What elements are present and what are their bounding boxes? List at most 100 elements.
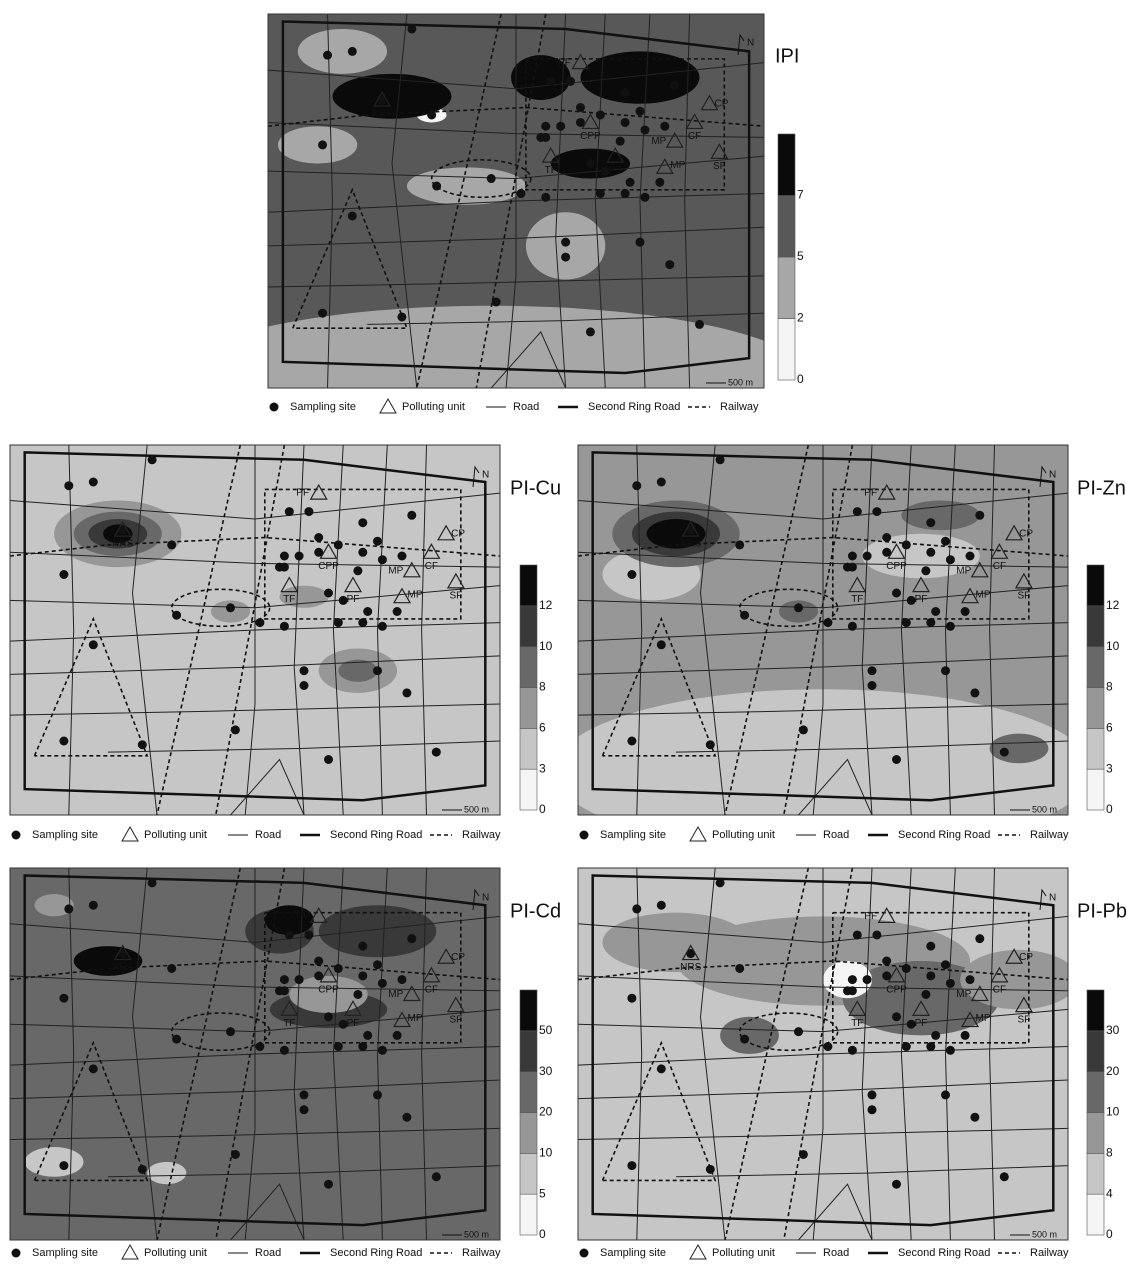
unit-label: MP <box>388 565 403 576</box>
colorbar-tick-label: 2 <box>797 311 804 325</box>
colorbar-tick-label: 20 <box>1106 1064 1120 1078</box>
sampling-site <box>59 994 68 1003</box>
sampling-site <box>541 133 550 142</box>
sampling-site <box>373 960 382 969</box>
contour-zone <box>407 167 526 204</box>
unit-label: PF <box>915 1018 928 1029</box>
unit-label: MP <box>651 136 666 147</box>
colorbar-tick-label: 0 <box>539 1227 546 1241</box>
sampling-site <box>280 563 289 572</box>
sampling-site <box>358 618 367 627</box>
legend-label: Sampling site <box>290 401 356 413</box>
sampling-site <box>946 555 955 564</box>
colorbar-tick-label: 10 <box>1106 1105 1120 1119</box>
sampling-site <box>285 930 294 939</box>
sampling-site <box>926 618 935 627</box>
unit-label: MP <box>976 1013 991 1024</box>
north-label: N <box>1049 470 1056 481</box>
unit-label: SF <box>713 161 726 172</box>
sampling-site <box>794 603 803 612</box>
colorbar-band <box>1087 1031 1104 1072</box>
sampling-site <box>596 110 605 119</box>
sampling-site <box>975 511 984 520</box>
sampling-site <box>516 189 525 198</box>
sampling-site <box>487 174 496 183</box>
sampling-site <box>621 88 630 97</box>
scale-bar-label: 500 m <box>1032 804 1057 814</box>
colorbar-tick-label: 5 <box>539 1186 546 1200</box>
sampling-site <box>358 518 367 527</box>
legend-label: Second Ring Road <box>330 1247 422 1259</box>
sampling-site <box>848 552 857 561</box>
legend-label: Railway <box>462 829 501 841</box>
legend-symbol <box>270 403 279 412</box>
map-panel: NRSPFCPCPPCFMPTFPFMPSF500 mNPI-Cu0368101… <box>10 445 561 841</box>
sampling-site <box>868 666 877 675</box>
unit-label: TF <box>851 1018 863 1029</box>
scale-bar-label: 500 m <box>464 1229 489 1239</box>
sampling-site <box>636 107 645 116</box>
sampling-site <box>348 47 357 56</box>
unit-label: PF <box>347 594 360 605</box>
sampling-site <box>627 1161 636 1170</box>
scale-bar-label: 500 m <box>464 804 489 814</box>
legend-label: Second Ring Road <box>330 829 422 841</box>
sampling-site <box>975 934 984 943</box>
sampling-site <box>735 964 744 973</box>
sampling-site <box>566 77 575 86</box>
sampling-site <box>892 1180 901 1189</box>
colorbar-tick-label: 6 <box>1106 721 1113 735</box>
colorbar-band <box>778 134 795 196</box>
sampling-site <box>334 1042 343 1051</box>
sampling-site <box>706 740 715 749</box>
sampling-site <box>295 975 304 984</box>
sampling-site <box>432 748 441 757</box>
contour-zone <box>990 734 1049 764</box>
panel-title: PI-Cd <box>510 900 561 922</box>
sampling-site <box>89 1064 98 1073</box>
sampling-site <box>280 975 289 984</box>
colorbar-band <box>1087 565 1104 606</box>
colorbar-tick-label: 0 <box>797 372 804 386</box>
unit-label: CPP <box>886 985 907 996</box>
sampling-site <box>295 552 304 561</box>
sampling-site <box>740 611 749 620</box>
sampling-site <box>402 1113 411 1122</box>
sampling-site <box>848 975 857 984</box>
map: NRSPFCPCPPCFMPTFPFMPSF <box>578 868 1078 1240</box>
sampling-site <box>636 238 645 247</box>
north-label: N <box>482 893 489 904</box>
contour-zone <box>901 501 979 531</box>
panel-title: PI-Pb <box>1077 900 1127 922</box>
colorbar-band <box>520 647 537 688</box>
sampling-site <box>1000 748 1009 757</box>
scale-bar-label: 500 m <box>1032 1229 1057 1239</box>
sampling-site <box>280 986 289 995</box>
sampling-site <box>941 960 950 969</box>
sampling-site <box>735 540 744 549</box>
colorbar-band <box>778 196 795 258</box>
unit-label: MP <box>956 565 971 576</box>
sampling-site <box>231 1150 240 1159</box>
map-panel: NRSPFCPCPPCFMPTFPFMPSF500 mNPI-Cd0510203… <box>10 868 561 1259</box>
sampling-site <box>89 640 98 649</box>
north-label: N <box>482 470 489 481</box>
sampling-site <box>318 140 327 149</box>
colorbar-tick-label: 0 <box>1106 1227 1113 1241</box>
colorbar-band <box>778 257 795 319</box>
colorbar-tick-label: 10 <box>539 1146 553 1160</box>
map-panel: NRSPFCPCPPCFMPTFPFMPSF500 mNPI-Zn0368101… <box>554 445 1126 852</box>
north-label: N <box>1049 893 1056 904</box>
sampling-site <box>138 1165 147 1174</box>
unit-label: PF <box>296 911 309 922</box>
colorbar-tick-label: 3 <box>539 761 546 775</box>
unit-label: PF <box>347 1018 360 1029</box>
colorbar-tick-label: 3 <box>1106 761 1113 775</box>
sampling-site <box>64 481 73 490</box>
sampling-site <box>492 297 501 306</box>
map: NRSPFCPCPPCFMPTFPFMPSF <box>10 445 500 815</box>
colorbar-band <box>1087 1072 1104 1113</box>
sampling-site <box>167 964 176 973</box>
sampling-site <box>941 1090 950 1099</box>
sampling-site <box>868 1090 877 1099</box>
